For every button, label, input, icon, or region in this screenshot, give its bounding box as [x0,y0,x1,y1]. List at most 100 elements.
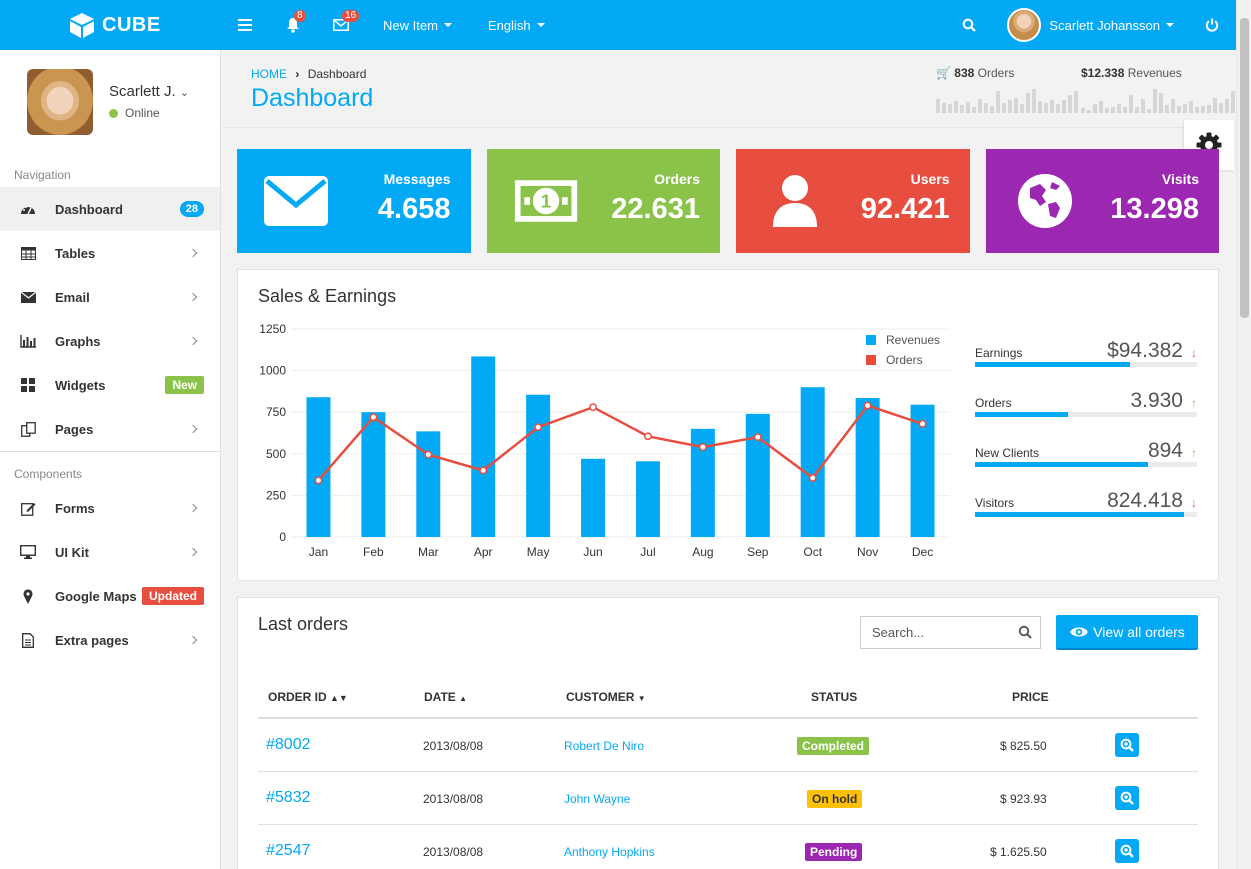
col-status: STATUS [811,690,857,704]
sidebar-item-label: UI Kit [55,544,89,560]
cube-icon [70,13,94,38]
sidebar-item-tables[interactable]: Tables [0,231,220,275]
sparkline-bar [1068,95,1072,113]
sidebar-item-dashboard[interactable]: Dashboard 28 [0,187,220,231]
messages-badge: 16 [342,10,360,22]
col-label: CUSTOMER [566,690,635,704]
users-box[interactable]: Users 92.421 [736,149,970,253]
chevron-right-icon [188,424,198,434]
order-id-link[interactable]: #2547 [266,842,311,859]
sparkline-bar [1219,103,1223,113]
sparkline-bar [960,105,964,113]
arrow-down-icon: ↓ [1191,346,1197,360]
x-tick-label: Jul [640,545,655,559]
sidebar-item-pages[interactable]: Pages [0,407,220,451]
sparkline-bar [1231,91,1235,113]
orders-search-input[interactable]: Search... [860,616,1041,649]
table-header-divider [258,717,1198,719]
stat-label: New Clients [975,446,1040,460]
sparkline-bar [1044,103,1048,113]
updated-badge: Updated [142,587,204,605]
sparkline-bar [948,104,952,113]
view-order-button[interactable] [1115,786,1139,810]
panel-title: Sales & Earnings [258,286,397,306]
sidebar-item-email[interactable]: Email [0,275,220,319]
components-section-title: Components [14,467,83,481]
map-marker-icon [19,588,37,604]
sidebar-item-label: Extra pages [55,632,129,648]
view-all-orders-button[interactable]: View all orders [1056,615,1198,650]
sparkline-bar [1099,101,1103,113]
orders-mini-value: 838 [954,66,975,80]
notifications-button[interactable]: 8 [269,0,317,50]
sparkline-bar [966,102,970,113]
online-dot-icon [109,108,118,118]
sidebar-item-extra-pages[interactable]: Extra pages [0,618,220,662]
envelope-icon [333,19,349,31]
view-order-button[interactable] [1115,733,1139,757]
user-icon [762,173,828,229]
profile-name-dropdown[interactable]: Scarlett J. ⌄ [109,83,189,100]
user-menu-dropdown[interactable]: Scarlett Johansson [993,8,1188,42]
sidebar-item-forms[interactable]: Forms [0,486,220,530]
customer-link[interactable]: Anthony Hopkins [564,845,655,859]
sparkline-bar [1081,108,1085,113]
menu-toggle-button[interactable] [221,0,269,50]
logo[interactable]: CUBE [0,0,221,50]
search-button[interactable] [945,0,993,50]
legend-swatch [866,355,876,365]
col-customer[interactable]: CUSTOMER ▼ [566,690,646,704]
sparkline-bar [1195,107,1199,113]
stat-row-earnings: Earnings $94.382 ↓ [975,334,1197,362]
stat-label: Earnings [975,346,1023,360]
sales-chart: 0 250 500 750 1000 1250 Jan Feb Mar Apr May Jun Jul A… [259,322,950,559]
messages-button[interactable]: 16 [317,0,365,50]
chevron-right-icon [188,336,198,346]
customer-link[interactable]: John Wayne [564,792,631,806]
revenue-mini-value: $12.338 [1081,66,1125,80]
customer-link[interactable]: Robert De Niro [564,739,645,753]
page-scrollbar[interactable] [1236,0,1251,869]
arrow-up-icon: ↑ [1191,446,1197,460]
box-value: 4.658 [377,193,451,225]
stat-value: 824.418 [1107,489,1183,512]
box-title: Visits [1161,171,1199,187]
sales-earnings-panel: Sales & Earnings 0 250 500 750 1000 1250 Jan Fe… [237,269,1219,581]
caret-down-icon [443,23,452,27]
orders-point [424,450,433,459]
sidebar-item-widgets[interactable]: Widgets New [0,363,220,407]
orders-point [644,432,652,441]
legend-label: Orders [886,353,923,367]
order-id-link[interactable]: #5832 [266,789,311,806]
caret-down-icon [1166,23,1174,27]
orders-line [317,404,923,482]
stat-progress-orders [975,412,1197,417]
scrollbar-thumb[interactable] [1240,18,1249,318]
new-item-dropdown[interactable]: New Item [365,18,470,33]
order-id-link[interactable]: #8002 [266,736,311,753]
box-value: 22.631 [611,193,700,225]
sparkline-bar [1111,107,1115,113]
logout-button[interactable] [1188,0,1236,50]
visits-box[interactable]: Visits 13.298 [985,149,1219,253]
col-date[interactable]: DATE ▲ [424,690,467,704]
sidebar-item-graphs[interactable]: Graphs [0,319,220,363]
language-dropdown[interactable]: English [470,18,563,33]
x-tick-label: Feb [363,545,384,559]
chevron-right-icon [188,503,198,513]
col-order-id[interactable]: ORDER ID ▲▼ [268,690,348,704]
power-icon [1205,18,1219,32]
top-bar: CUBE 8 16 New Item English Scarlett Joha… [0,0,1236,50]
chevron-right-icon [188,547,198,557]
sidebar-item-google-maps[interactable]: Google Maps Updated [0,574,220,618]
orders-box[interactable]: 1 Orders 22.631 [486,149,720,253]
stat-progress-visitors [975,512,1197,517]
main-content: HOME › Dashboard Dashboard 🛒 838 Orders … [222,50,1236,869]
sparkline-bar [1177,106,1181,113]
revenue-bar [800,387,825,537]
view-order-button[interactable] [1115,839,1139,863]
sidebar-item-ui-kit[interactable]: UI Kit [0,530,220,574]
breadcrumb-home-link[interactable]: HOME [251,67,287,81]
revenue-bar [471,356,496,537]
messages-box[interactable]: Messages 4.658 [237,149,471,253]
